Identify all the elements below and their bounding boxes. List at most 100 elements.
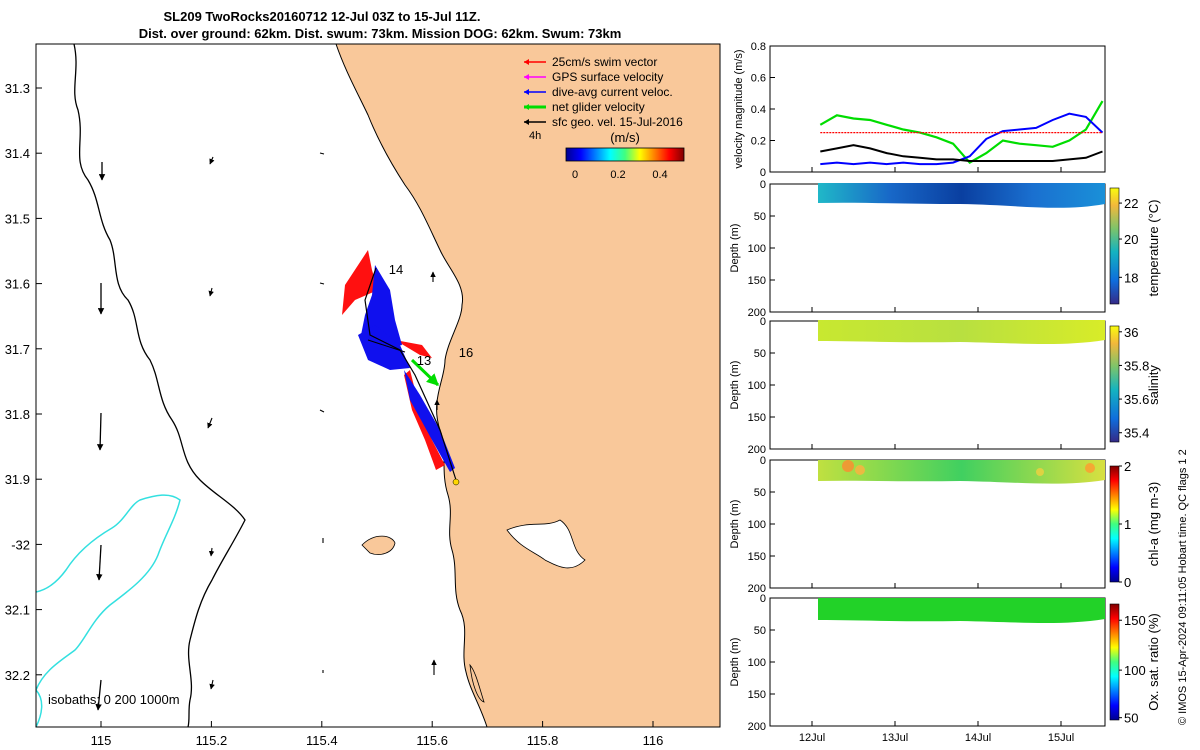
velocity-y-tick-label: 0.2 xyxy=(751,136,766,148)
estuary xyxy=(506,519,586,569)
map-panel: 14 13 16 115 115.2 115.4 115.6 115.8 116 31.3… xyxy=(5,43,721,748)
map-y-tick-label: 31.4 xyxy=(5,146,30,161)
colorbar-unit: (m/s) xyxy=(610,130,640,145)
temperature-band xyxy=(818,183,1105,208)
depth-ylabel: Depth (m) xyxy=(729,361,741,410)
map-axes-box xyxy=(35,43,721,728)
legend-arrowhead xyxy=(524,119,529,125)
isobath-1000m xyxy=(73,43,246,728)
map-x-tick-label: 115.6 xyxy=(416,733,448,748)
isobath-200m xyxy=(35,494,181,728)
map-y-tick-label: 31.5 xyxy=(5,211,30,226)
depth-y-tick-label: 200 xyxy=(748,307,766,319)
day-label-14: 14 xyxy=(389,262,403,277)
map-x-tick-label: 115.4 xyxy=(306,733,338,748)
velocity-panel: 0 0.2 0.4 0.6 0.8 velocity magnitude (m/s) xyxy=(733,41,1106,179)
velocity-axes-box xyxy=(769,45,1106,173)
chla-panel xyxy=(769,459,1120,589)
depth-ylabel: Depth (m) xyxy=(729,638,741,687)
colorbar-tick-label: 18 xyxy=(1124,270,1138,285)
colorbar-label: temperature (°C) xyxy=(1146,200,1161,297)
map-y-tick-label: 31.6 xyxy=(5,277,30,292)
map-y-ticks: 31.3 31.4 31.5 31.6 31.7 31.8 31.9 -32 32.1 32.2 xyxy=(5,81,42,683)
figure-title-line2: Dist. over ground: 62km. Dist. swum: 73k… xyxy=(139,26,622,41)
legend-label: GPS surface velocity xyxy=(552,70,663,84)
speed-colorbar xyxy=(565,147,685,162)
legend-label: sfc geo. vel. 15-Jul-2016 xyxy=(552,115,683,129)
map-y-tick-label: 31.3 xyxy=(5,81,30,96)
colorbar-tick-2: 0.4 xyxy=(652,169,667,181)
colorbar-tick-label: 22 xyxy=(1124,196,1138,211)
map-y-tick-label: 31.8 xyxy=(5,407,30,422)
depth-y-tick-label: 100 xyxy=(748,657,766,669)
colorbar-label: chl-a (mg m-3) xyxy=(1146,482,1161,567)
colorbar-tick-label: 35.8 xyxy=(1124,358,1149,373)
depth-y-tick-label: 50 xyxy=(754,487,766,499)
depth-y-tick-label: 50 xyxy=(754,348,766,360)
depth-y-tick-label: 150 xyxy=(748,412,766,424)
velocity-y-tick-label: 0.8 xyxy=(751,41,766,53)
time-x-tick-label: 14Jul xyxy=(965,732,991,744)
map-y-tick-label: -32 xyxy=(11,537,30,552)
colorbar-tick-label: 20 xyxy=(1124,232,1138,247)
map-y-tick-label: 31.9 xyxy=(5,472,30,487)
credit-footer: © IMOS 15-Apr-2024 09:11:05 Hobart time.… xyxy=(1177,449,1189,725)
geo-velocity-arrows xyxy=(95,152,440,711)
velocity-ylabel: velocity magnitude (m/s) xyxy=(733,49,745,168)
velocity-series-dive-avg-current-veloc- xyxy=(820,112,1104,166)
colorbar-tick-label: 0 xyxy=(1124,575,1131,590)
salinity-colorbar xyxy=(1109,325,1120,443)
oxygen-band xyxy=(818,598,1105,624)
colorbar-tick-label: 100 xyxy=(1124,663,1146,678)
depth-y-tick-label: 100 xyxy=(748,243,766,255)
depth-ylabel: Depth (m) xyxy=(729,500,741,549)
map-y-tick-label: 31.7 xyxy=(5,342,30,357)
legend-label: 25cm/s swim vector xyxy=(552,55,657,69)
map-x-tick-label: 115.8 xyxy=(527,733,559,748)
time-x-tick-label: 13Jul xyxy=(882,732,908,744)
colorbar-tick-label: 1 xyxy=(1124,517,1131,532)
depth-y-tick-label: 50 xyxy=(754,625,766,637)
island-rottnest xyxy=(361,535,396,555)
oxygen-panel xyxy=(769,597,1120,727)
depth-y-tick-label: 0 xyxy=(760,455,766,467)
legend-arrowhead xyxy=(524,74,529,80)
depth-y-tick-label: 200 xyxy=(748,721,766,733)
colorbar-tick-label: 36 xyxy=(1124,325,1138,340)
velocity-y-tick-label: 0.4 xyxy=(751,104,766,116)
legend-arrowhead xyxy=(524,89,529,95)
depth-ylabel: Depth (m) xyxy=(729,224,741,273)
colorbar-tick-label: 35.4 xyxy=(1124,426,1149,441)
colorbar-tick-1: 0.2 xyxy=(610,169,625,181)
depth-y-tick-label: 0 xyxy=(760,316,766,328)
colorbar-tick-label: 2 xyxy=(1124,459,1131,474)
map-y-tick-label: 32.1 xyxy=(5,603,30,618)
depth-axes: 0 50 100 150 200 Depth (m) 0 50 100 150 200 Depth (… xyxy=(729,167,1074,744)
map-x-tick-label: 116 xyxy=(643,733,664,748)
island-garden xyxy=(469,663,485,703)
depth-y-tick-label: 150 xyxy=(748,275,766,287)
depth-y-tick-label: 100 xyxy=(748,519,766,531)
colorbar-label: Ox. sat. ratio (%) xyxy=(1146,613,1161,711)
depth-y-tick-label: 200 xyxy=(748,583,766,595)
depth-y-tick-label: 200 xyxy=(748,444,766,456)
colorbar-tick-label: 50 xyxy=(1124,711,1138,726)
temperature-colorbar xyxy=(1109,187,1120,305)
depth-y-tick-label: 100 xyxy=(748,380,766,392)
salinity-panel xyxy=(769,320,1120,450)
legend-arrowhead xyxy=(524,59,529,65)
colorbar-tick-label: 35.6 xyxy=(1124,392,1149,407)
duration-label: 4h xyxy=(529,130,541,142)
colorbar-tick-0: 0 xyxy=(572,169,578,181)
depth-y-tick-label: 150 xyxy=(748,689,766,701)
colorbar-tick-label: 150 xyxy=(1124,613,1146,628)
legend-label: net glider velocity xyxy=(552,100,645,114)
land-mass xyxy=(335,43,721,728)
depth-y-tick-label: 50 xyxy=(754,211,766,223)
velocity-y-tick-label: 0 xyxy=(760,167,766,179)
map-x-tick-label: 115.2 xyxy=(196,733,228,748)
oxygen-colorbar xyxy=(1109,603,1120,721)
map-y-tick-label: 32.2 xyxy=(5,668,30,683)
